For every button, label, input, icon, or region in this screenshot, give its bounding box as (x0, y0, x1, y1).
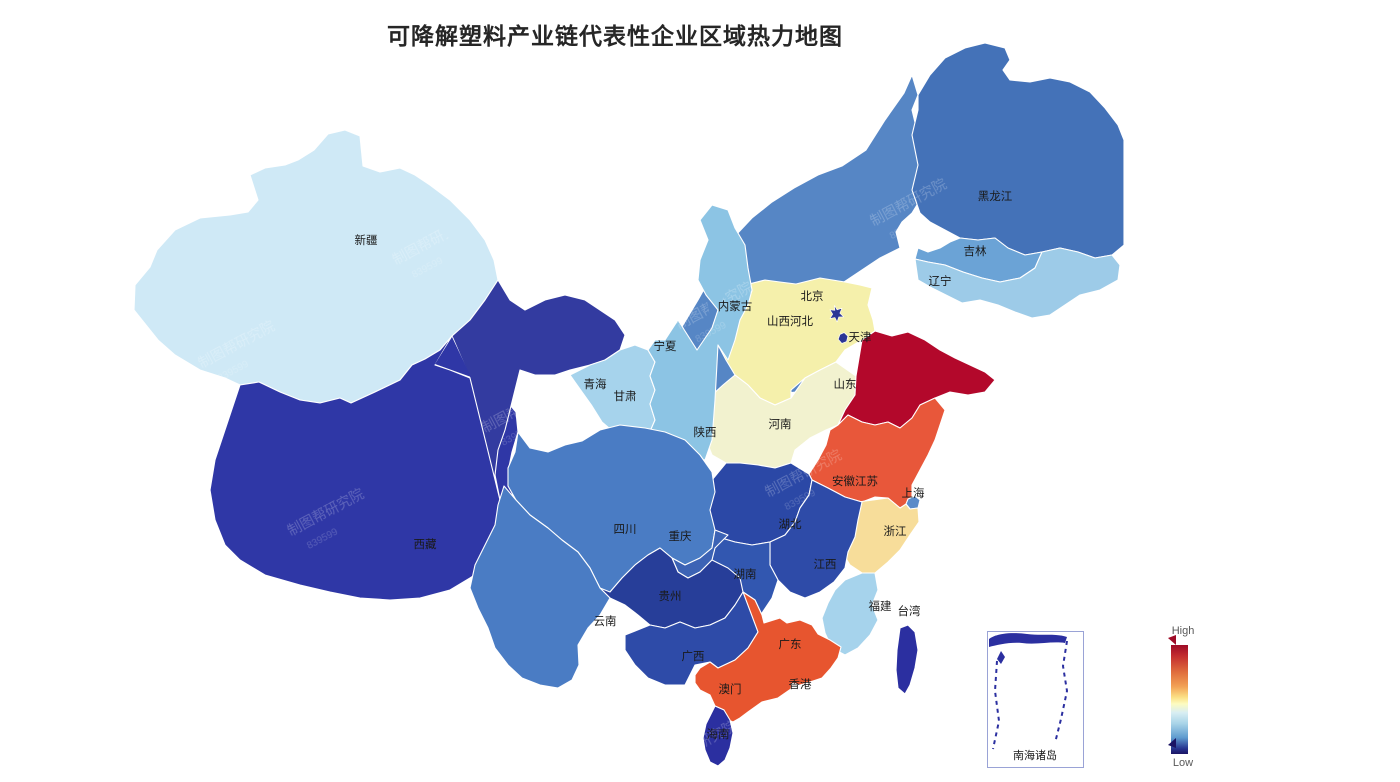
svg-text:天津: 天津 (849, 331, 872, 344)
svg-text:宁夏: 宁夏 (654, 339, 677, 353)
svg-text:澳门: 澳门 (719, 682, 742, 696)
svg-text:陕西: 陕西 (694, 425, 717, 439)
svg-text:浙江: 浙江 (884, 525, 907, 538)
svg-text:福建: 福建 (869, 599, 892, 613)
svg-text:湖南: 湖南 (734, 567, 757, 581)
svg-text:甘肃: 甘肃 (614, 390, 637, 403)
svg-text:北京: 北京 (801, 289, 824, 303)
svg-text:海南: 海南 (707, 727, 730, 741)
svg-text:山西河北: 山西河北 (767, 315, 813, 328)
svg-text:新疆: 新疆 (355, 233, 378, 247)
svg-text:广东: 广东 (779, 638, 802, 651)
svg-text:贵州: 贵州 (659, 590, 682, 603)
svg-text:广西: 广西 (682, 650, 705, 663)
svg-text:湖北: 湖北 (779, 517, 802, 531)
svg-text:安徽江苏: 安徽江苏 (832, 474, 878, 488)
svg-text:山东: 山东 (834, 378, 857, 391)
svg-text:青海: 青海 (584, 377, 607, 391)
svg-text:吉林: 吉林 (964, 244, 987, 258)
svg-text:重庆: 重庆 (669, 529, 692, 543)
svg-text:江西: 江西 (814, 558, 837, 571)
svg-text:四川: 四川 (614, 523, 637, 536)
svg-text:河南: 河南 (769, 417, 792, 431)
svg-text:辽宁: 辽宁 (929, 274, 952, 288)
svg-text:台湾: 台湾 (898, 604, 921, 618)
svg-text:南海诸岛: 南海诸岛 (1013, 748, 1057, 762)
svg-text:上海: 上海 (902, 486, 925, 500)
svg-text:内蒙古: 内蒙古 (718, 299, 753, 313)
svg-text:香港: 香港 (789, 678, 812, 691)
svg-text:云南: 云南 (594, 614, 617, 628)
svg-text:黑龙江: 黑龙江 (978, 190, 1013, 203)
svg-text:西藏: 西藏 (414, 538, 437, 551)
